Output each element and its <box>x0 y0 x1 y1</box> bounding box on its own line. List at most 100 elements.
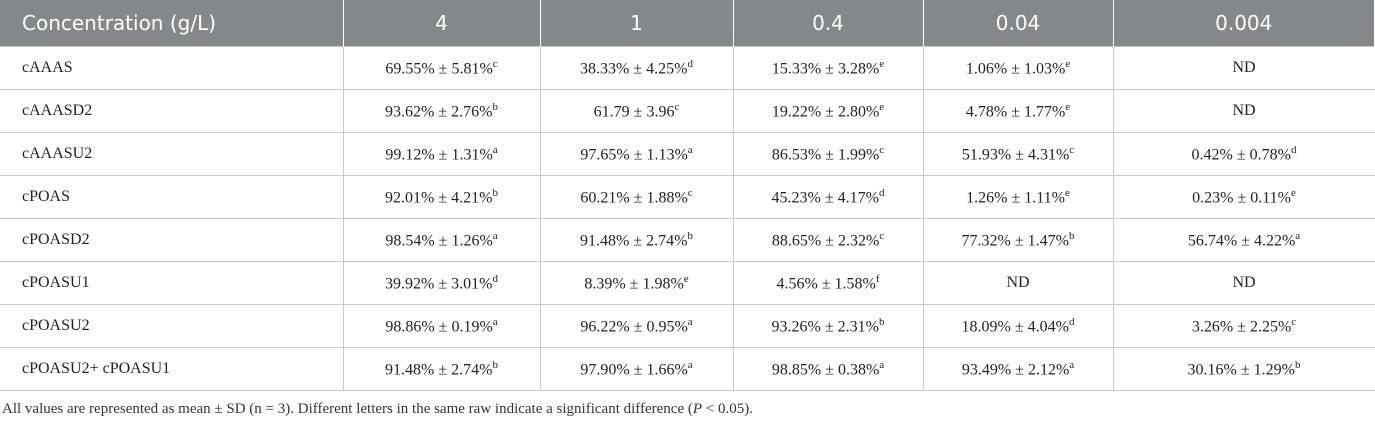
table-row: cPOASD2 98.54% ± 1.26%a 91.48% ± 2.74%b 88.… <box>0 218 1375 262</box>
significance-letter: a <box>492 143 498 156</box>
table-cell: 45.23% ± 4.17%d <box>732 175 924 219</box>
cell-value: 51.93% ± 4.31% <box>961 146 1070 164</box>
row-label: cAAASU2 <box>0 132 344 176</box>
table-cell: 60.21% ± 1.88%c <box>539 175 734 219</box>
cell-value: 1.06% ± 1.03% <box>965 60 1066 78</box>
table-row: cPOAS 92.01% ± 4.21%b 60.21% ± 1.88%c 45.23… <box>0 175 1375 219</box>
significance-letter: a <box>1295 229 1301 242</box>
significance-letter: c <box>1069 143 1075 156</box>
row-label: cPOAS <box>0 175 344 219</box>
significance-letter: b <box>1068 229 1075 242</box>
cell-value: 93.62% ± 2.76% <box>385 103 493 121</box>
table-row: cPOASU2+ cPOASU1 91.48% ± 2.74%b 97.90% ± … <box>0 347 1375 391</box>
significance-letter: c <box>879 229 885 242</box>
table-cell: 38.33% ± 4.25%d <box>539 46 734 90</box>
table-cell: 30.16% ± 1.29%b <box>1112 347 1375 391</box>
cell-value: 98.54% ± 1.26% <box>385 232 493 250</box>
cell-value: 86.53% ± 1.99% <box>771 146 880 164</box>
significance-letter: b <box>492 358 498 371</box>
cell-value: ND <box>1006 274 1030 291</box>
table-cell: 4.56% ± 1.58%f <box>732 261 924 305</box>
table-cell: 96.22% ± 0.95%a <box>539 304 734 348</box>
cell-value: 93.26% ± 2.31% <box>771 318 879 336</box>
table-cell: 92.01% ± 4.21%b <box>342 175 541 219</box>
cell-value: 38.33% ± 4.25% <box>580 60 688 78</box>
significance-letter: c <box>674 100 680 113</box>
cell-value: 88.65% ± 2.32% <box>771 232 880 250</box>
significance-letter: d <box>878 186 885 199</box>
significance-letter: b <box>1294 358 1301 371</box>
cell-value: 8.39% ± 1.98% <box>584 275 684 293</box>
cell-value: 19.22% ± 2.80% <box>771 103 880 121</box>
table-cell: 3.26% ± 2.25%c <box>1112 304 1375 348</box>
table-cell: 15.33% ± 3.28%e <box>732 46 924 90</box>
table-cell: 91.48% ± 2.74%b <box>342 347 541 391</box>
table-cell: 51.93% ± 4.31%c <box>922 132 1114 176</box>
table-cell: 77.32% ± 1.47%b <box>922 218 1114 262</box>
significance-letter: c <box>687 186 693 199</box>
table-cell: 61.79 ± 3.96c <box>539 89 734 133</box>
header-cell: 4 <box>343 0 541 47</box>
significance-letter: e <box>1065 57 1071 70</box>
header-cell: 0.004 <box>1113 0 1375 47</box>
header-cell: 1 <box>540 0 734 47</box>
significance-letter: a <box>687 143 693 156</box>
cell-value: 0.42% ± 0.78% <box>1191 146 1291 164</box>
significance-letter: b <box>492 100 498 113</box>
table-row: cAAASU2 99.12% ± 1.31%a 97.65% ± 1.13%a 86.… <box>0 132 1375 176</box>
table-cell: 0.23% ± 0.11%e <box>1112 175 1375 219</box>
significance-letter: e <box>1064 186 1070 199</box>
cell-value: 0.23% ± 0.11% <box>1192 189 1291 207</box>
cell-value: ND <box>1232 274 1256 291</box>
cell-value: 97.90% ± 1.66% <box>580 361 688 379</box>
table-body: cAAAS 69.55% ± 5.81%c 38.33% ± 4.25%d 15.33… <box>0 46 1375 391</box>
cell-value: 4.78% ± 1.77% <box>965 103 1066 121</box>
significance-letter: d <box>1290 143 1297 156</box>
table-cell: 98.86% ± 0.19%a <box>342 304 541 348</box>
significance-letter: c <box>879 143 885 156</box>
table-cell: 98.85% ± 0.38%a <box>732 347 924 391</box>
table-cell: 93.49% ± 2.12%a <box>922 347 1114 391</box>
footnote: All values are represented as mean ± SD … <box>0 391 1375 418</box>
cell-value: 98.86% ± 0.19% <box>385 318 493 336</box>
significance-letter: e <box>1290 186 1296 199</box>
table-cell: 91.48% ± 2.74%b <box>539 218 734 262</box>
significance-letter: d <box>492 272 498 285</box>
table-cell: 99.12% ± 1.31%a <box>342 132 541 176</box>
table-cell: 69.55% ± 5.81%c <box>342 46 541 90</box>
significance-letter: c <box>1291 315 1297 328</box>
cell-value: 92.01% ± 4.21% <box>385 189 493 207</box>
table-cell: 1.06% ± 1.03%e <box>922 46 1114 90</box>
table-cell: ND <box>1112 261 1375 305</box>
row-label: cAAASD2 <box>0 89 344 133</box>
table-row: cAAASD2 93.62% ± 2.76%b 61.79 ± 3.96c 19.22… <box>0 89 1375 133</box>
table-cell: 0.42% ± 0.78%d <box>1112 132 1375 176</box>
table-cell: ND <box>1112 46 1375 90</box>
header-cell: Concentration (g/L) <box>0 0 344 47</box>
footnote-italic: P <box>692 401 703 417</box>
significance-letter: f <box>875 272 880 285</box>
table-cell: 19.22% ± 2.80%e <box>732 89 924 133</box>
cell-value: 77.32% ± 1.47% <box>961 232 1069 250</box>
cell-value: 39.92% ± 3.01% <box>385 275 493 293</box>
significance-letter: e <box>683 272 689 285</box>
table-row: cPOASU2 98.86% ± 0.19%a 96.22% ± 0.95%a 93.… <box>0 304 1375 348</box>
header-cell: 0.4 <box>733 0 924 47</box>
table-row: cPOASU1 39.92% ± 3.01%d 8.39% ± 1.98%e 4.56… <box>0 261 1375 305</box>
significance-letter: b <box>687 229 693 242</box>
cell-value: 97.65% ± 1.13% <box>580 146 688 164</box>
table-cell: 88.65% ± 2.32%c <box>732 218 924 262</box>
row-label: cAAAS <box>0 46 344 90</box>
data-table: Concentration (g/L) 4 1 0.4 0.04 0.004 cAAAS 6… <box>0 0 1375 391</box>
table-cell: ND <box>1112 89 1375 133</box>
header-row: Concentration (g/L) 4 1 0.4 0.04 0.004 <box>0 0 1375 47</box>
row-label: cPOASU2+ cPOASU1 <box>0 347 344 391</box>
cell-value: ND <box>1232 102 1256 119</box>
table-cell: 93.62% ± 2.76%b <box>342 89 541 133</box>
table-cell: 98.54% ± 1.26%a <box>342 218 541 262</box>
cell-value: 91.48% ± 2.74% <box>580 232 688 250</box>
cell-value: 18.09% ± 4.04% <box>961 318 1069 336</box>
significance-letter: b <box>492 186 498 199</box>
table-cell: 4.78% ± 1.77%e <box>922 89 1114 133</box>
